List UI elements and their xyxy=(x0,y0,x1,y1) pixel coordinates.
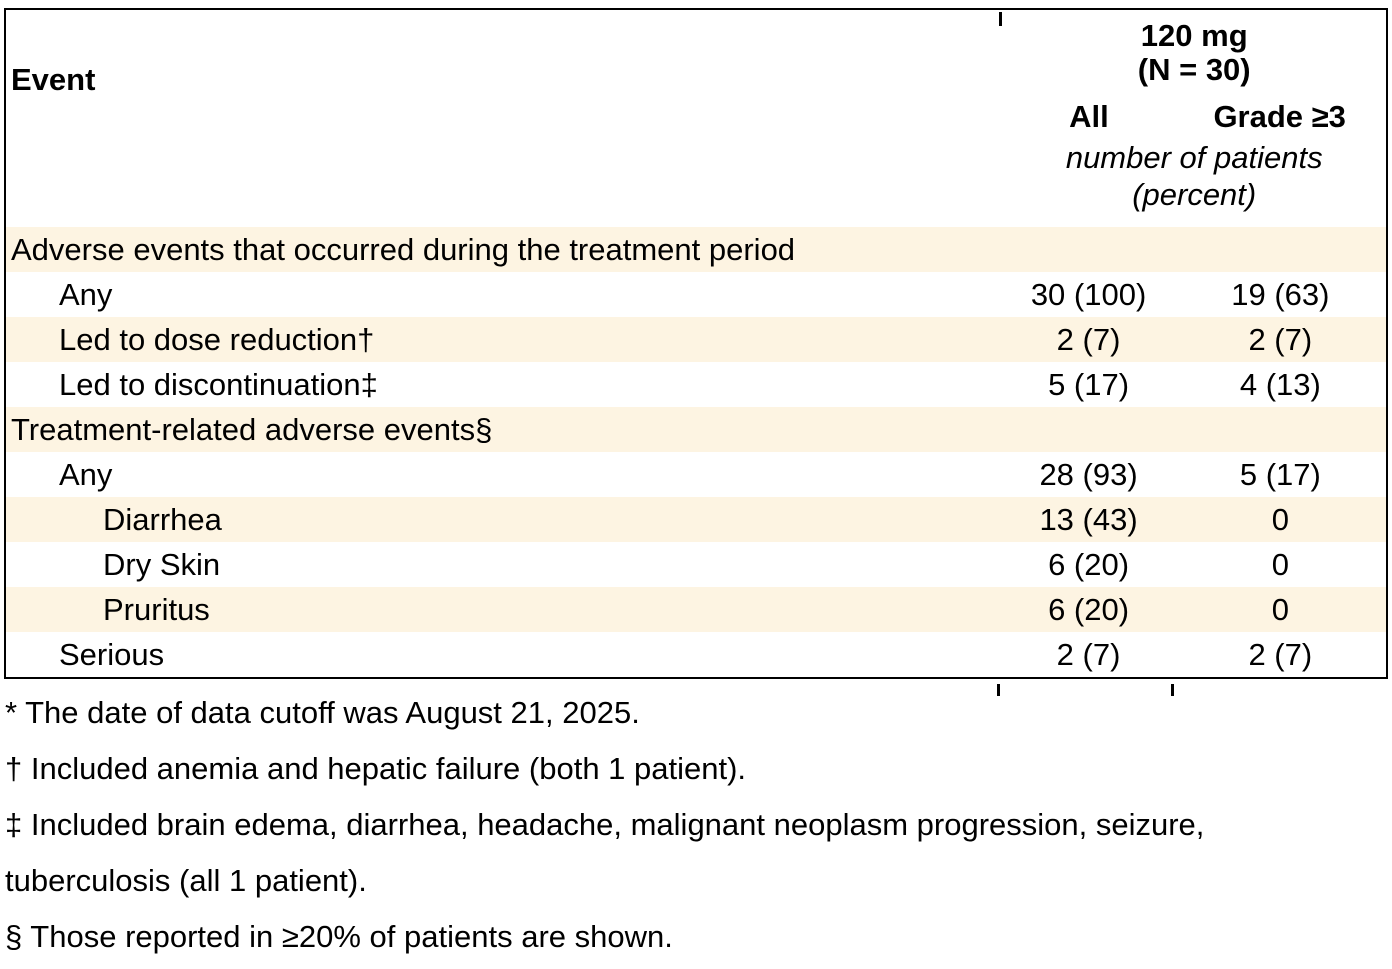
sample-size-label: (N = 30) xyxy=(1137,52,1251,87)
page: Event 120 mg (N = 30) All Grade ≥3 numbe… xyxy=(0,8,1392,969)
row-label: Any xyxy=(59,277,113,312)
footnote: * The date of data cutoff was August 21,… xyxy=(5,695,640,730)
table-header: Event 120 mg (N = 30) All Grade ≥3 numbe… xyxy=(5,9,1387,227)
value-grade3: 4 (13) xyxy=(1239,367,1321,402)
row-label: Led to dose reduction† xyxy=(59,322,375,357)
table-row: Pruritus 6 (20) 0 xyxy=(5,587,1387,632)
footnote: ‡ Included brain edema, diarrhea, headac… xyxy=(5,807,1205,898)
table-row: Serious 2 (7) 2 (7) xyxy=(5,632,1387,678)
table-row: Any 30 (100) 19 (63) xyxy=(5,272,1387,317)
column-divider-tick xyxy=(1171,684,1174,696)
footnotes: * The date of data cutoff was August 21,… xyxy=(5,685,1392,965)
column-header-all: All xyxy=(1069,98,1109,134)
table-row: Led to discontinuation‡ 5 (17) 4 (13) xyxy=(5,362,1387,407)
table-row: Diarrhea 13 (43) 0 xyxy=(5,497,1387,542)
value-all: 6 (20) xyxy=(1048,547,1130,582)
footnote: † Included anemia and hepatic failure (b… xyxy=(5,751,747,786)
table-row: Any 28 (93) 5 (17) xyxy=(5,452,1387,497)
table-row: Dry Skin 6 (20) 0 xyxy=(5,542,1387,587)
dose-group-header: 120 mg (N = 30) All Grade ≥3 number of p… xyxy=(1002,9,1387,227)
value-all: 2 (7) xyxy=(1056,322,1121,357)
row-label: Serious xyxy=(59,637,165,672)
value-all: 5 (17) xyxy=(1048,367,1130,402)
subcolumn-headers: All Grade ≥3 xyxy=(1003,93,1385,139)
column-header-grade3: Grade ≥3 xyxy=(1213,98,1346,134)
row-label: Led to discontinuation‡ xyxy=(59,367,378,402)
row-label: Adverse events that occurred during the … xyxy=(11,232,796,267)
value-grade3: 2 (7) xyxy=(1248,637,1313,672)
event-column-header: Event xyxy=(11,62,96,97)
column-divider-tick xyxy=(999,12,1002,26)
value-grade3: 19 (63) xyxy=(1231,277,1330,312)
dose-label: 120 mg xyxy=(1140,18,1248,53)
section-row: Treatment-related adverse events§ xyxy=(5,407,1387,452)
footnote: § Those reported in ≥20% of patients are… xyxy=(5,919,673,954)
value-grade3: 2 (7) xyxy=(1248,322,1313,357)
value-grade3: 5 (17) xyxy=(1239,457,1321,492)
value-all: 30 (100) xyxy=(1030,277,1147,312)
row-label: Diarrhea xyxy=(103,502,222,537)
row-label: Any xyxy=(59,457,113,492)
value-all: 13 (43) xyxy=(1039,502,1138,537)
header-row: Event 120 mg (N = 30) All Grade ≥3 numbe… xyxy=(5,9,1387,227)
adverse-events-table: Event 120 mg (N = 30) All Grade ≥3 numbe… xyxy=(4,8,1388,679)
row-label: Dry Skin xyxy=(103,547,221,582)
unit-label-line2: (percent) xyxy=(1132,177,1257,212)
table-row: Led to dose reduction† 2 (7) 2 (7) xyxy=(5,317,1387,362)
value-all: 6 (20) xyxy=(1048,592,1130,627)
column-divider-tick xyxy=(997,684,1000,696)
row-label: Pruritus xyxy=(103,592,210,627)
value-all: 28 (93) xyxy=(1039,457,1138,492)
row-label: Treatment-related adverse events§ xyxy=(11,412,493,447)
unit-label-line1: number of patients xyxy=(1065,140,1323,175)
section-row: Adverse events that occurred during the … xyxy=(5,227,1387,272)
value-grade3: 0 xyxy=(1271,547,1289,582)
table-body: Adverse events that occurred during the … xyxy=(5,227,1387,678)
value-all: 2 (7) xyxy=(1056,637,1121,672)
value-grade3: 0 xyxy=(1271,502,1289,537)
value-grade3: 0 xyxy=(1271,592,1289,627)
